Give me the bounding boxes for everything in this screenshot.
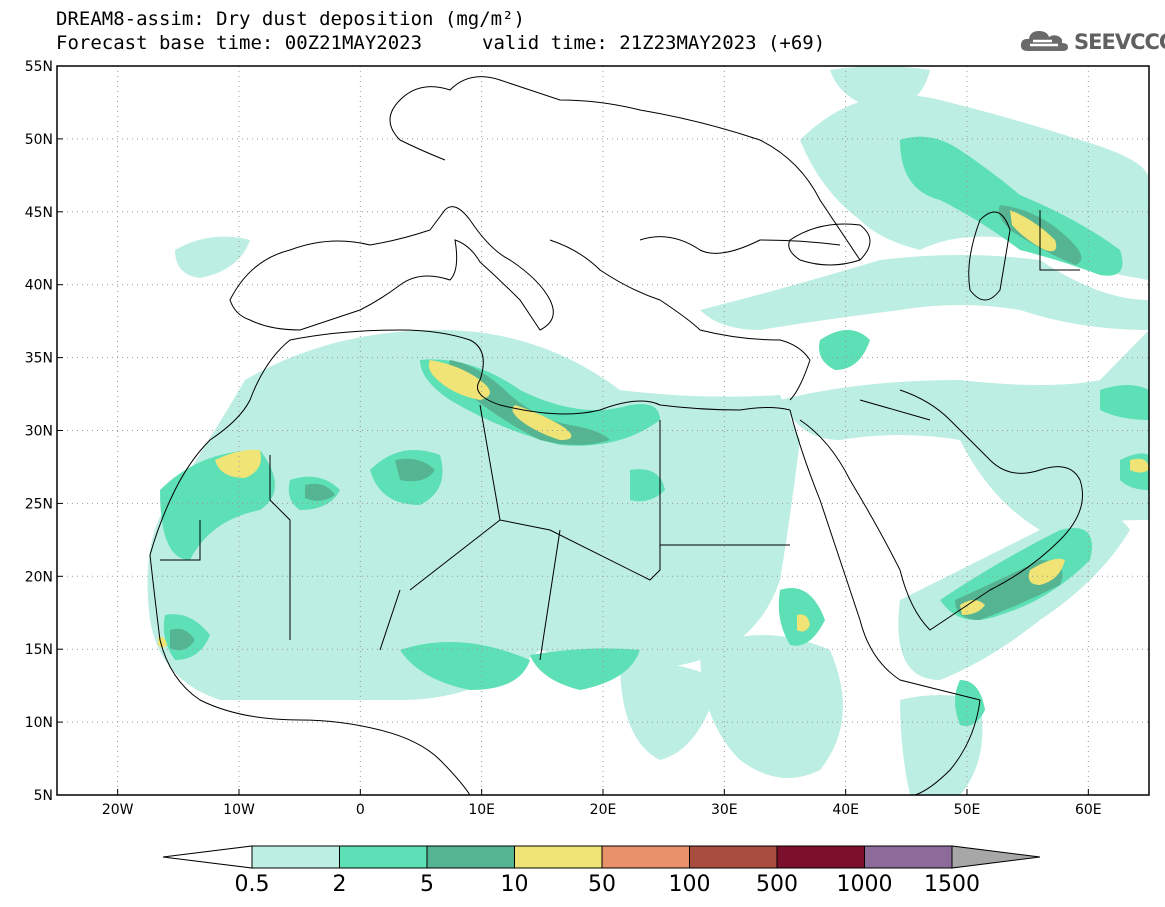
dust-deposition-field (147, 66, 1149, 795)
legend-label: 2 (333, 872, 347, 897)
legend-label: 50 (588, 872, 616, 897)
valid-time: valid time: 21Z23MAY2023 (+69) (482, 32, 826, 54)
seevccc-logo: SEEVCCC (1018, 24, 1165, 60)
lat-tick-label: 15N (25, 642, 53, 658)
latitude-axis: 55N 50N 45N 40N 35N 30N 25N 20N 15N 10N 5N (25, 59, 63, 804)
legend-swatch (514, 845, 603, 869)
legend-label: 100 (669, 872, 711, 897)
legend-swatch (339, 845, 428, 869)
lon-tick-label: 40E (832, 802, 859, 818)
deposition-level-10 (158, 210, 1149, 648)
legend-over-arrow (951, 845, 1041, 869)
legend-under-arrow (162, 845, 253, 869)
graticule (57, 66, 1149, 795)
color-legend: 0.5 2 5 10 50 100 500 1000 1500 (162, 845, 1041, 897)
longitude-axis: 20W 10W 0 10E 20E 30E 40E 50E 60E (102, 789, 1102, 818)
legend-swatch (864, 845, 953, 869)
lon-tick-label: 10E (468, 802, 495, 818)
lat-tick-label: 10N (25, 715, 53, 731)
lat-tick-label: 50N (25, 132, 53, 148)
lat-tick-label: 30N (25, 424, 53, 440)
lon-tick-label: 30E (711, 802, 738, 818)
legend-swatch (251, 845, 340, 869)
lon-tick-label: 50E (954, 802, 981, 818)
lon-tick-label: 0 (356, 802, 365, 818)
legend-label: 500 (756, 872, 798, 897)
lat-tick-label: 5N (34, 788, 53, 804)
map-title: DREAM8-assim: Dry dust deposition (mg/m²… (56, 8, 525, 30)
legend-swatch (426, 845, 515, 869)
cloud-icon (1018, 25, 1070, 59)
legend-label: 1500 (924, 872, 980, 897)
coastlines (149, 76, 1083, 795)
legend-label: 1000 (837, 872, 893, 897)
lat-tick-label: 55N (25, 59, 53, 75)
legend-label: 10 (501, 872, 529, 897)
lat-tick-label: 40N (25, 278, 53, 294)
lat-tick-label: 25N (25, 496, 53, 512)
legend-label: 0.5 (235, 872, 270, 897)
legend-label: 5 (420, 872, 434, 897)
lon-tick-label: 20E (590, 802, 617, 818)
lat-tick-label: 45N (25, 205, 53, 221)
legend-swatch (689, 845, 778, 869)
lon-tick-label: 60E (1075, 802, 1102, 818)
forecast-base-time: Forecast base time: 00Z21MAY2023 (56, 32, 423, 54)
lat-tick-label: 20N (25, 569, 53, 585)
legend-swatch (776, 845, 865, 869)
legend-swatch (601, 845, 690, 869)
lat-tick-label: 35N (25, 351, 53, 367)
logo-text: SEEVCCC (1074, 30, 1165, 54)
lon-tick-label: 20W (102, 802, 134, 818)
lon-tick-label: 10W (223, 802, 255, 818)
